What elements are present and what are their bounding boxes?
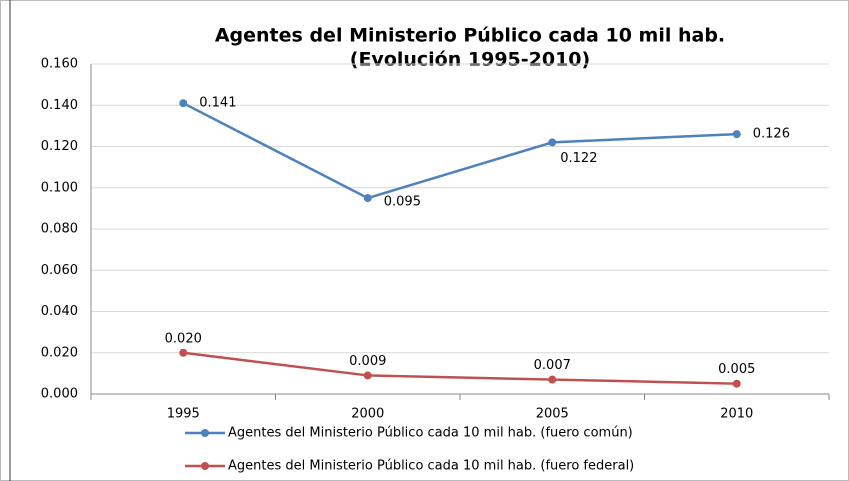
x-tick-label: 2005	[536, 407, 569, 422]
data-label: 0.020	[165, 331, 202, 346]
point	[732, 130, 741, 139]
data-label: 0.009	[349, 354, 386, 369]
point	[179, 99, 188, 108]
x-tick-label: 2010	[720, 407, 753, 422]
point	[548, 138, 557, 147]
y-tick-label: 0.100	[41, 180, 78, 195]
y-tick-label: 0.000	[41, 387, 78, 402]
legend-marker	[201, 462, 209, 470]
y-tick-label: 0.080	[41, 222, 78, 237]
legend-label: Agentes del Ministerio Público cada 10 m…	[228, 426, 633, 441]
legend-marker	[201, 429, 209, 437]
legend-label: Agentes del Ministerio Público cada 10 m…	[228, 459, 634, 474]
x-tick-label: 1995	[167, 407, 200, 422]
series-line	[182, 102, 737, 200]
y-tick-label: 0.140	[41, 98, 78, 113]
data-label: 0.126	[753, 127, 790, 142]
y-tick-label: 0.120	[41, 139, 78, 154]
chart-subtitle: (Evolución 1995-2010)	[350, 49, 590, 71]
point	[179, 348, 188, 357]
data-label: 0.122	[560, 151, 597, 166]
point	[732, 379, 741, 388]
y-tick-label: 0.020	[41, 345, 78, 360]
x-tick-label: 2000	[351, 407, 384, 422]
data-label: 0.005	[718, 362, 755, 377]
data-label: 0.007	[534, 358, 571, 373]
series-line	[183, 351, 737, 385]
chart-title: Agentes del Ministerio Público cada 10 m…	[215, 25, 725, 47]
y-tick-label: 0.040	[41, 304, 78, 319]
data-label: 0.095	[384, 195, 421, 210]
point	[363, 194, 372, 203]
y-tick-label: 0.060	[41, 263, 78, 278]
point	[548, 375, 557, 384]
point	[363, 371, 372, 380]
data-label: 0.141	[199, 96, 236, 111]
y-tick-label: 0.160	[41, 57, 78, 72]
